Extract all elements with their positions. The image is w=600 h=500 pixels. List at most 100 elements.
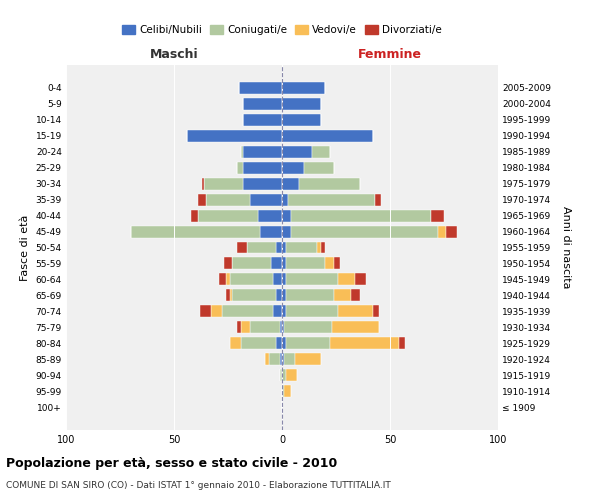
Bar (280, 322, 282, 334)
Bar (269, 354, 280, 366)
Bar (230, 338, 241, 349)
Bar (351, 290, 360, 302)
Bar (236, 162, 243, 173)
Bar (260, 226, 282, 237)
Bar (280, 354, 282, 366)
Bar (332, 322, 379, 334)
Bar (312, 146, 329, 158)
Bar (274, 274, 282, 285)
Bar (204, 178, 243, 190)
Bar (282, 162, 304, 173)
Bar (250, 322, 280, 334)
Bar (221, 306, 274, 318)
Bar (286, 290, 334, 302)
Bar (202, 178, 204, 190)
Bar (224, 258, 232, 270)
Bar (304, 162, 334, 173)
Bar (243, 98, 282, 110)
Bar (290, 226, 437, 237)
Bar (398, 338, 405, 349)
Y-axis label: Fasce di età: Fasce di età (20, 214, 30, 280)
Text: Femmine: Femmine (358, 48, 422, 62)
Bar (282, 114, 321, 126)
Bar (284, 322, 332, 334)
Bar (325, 258, 334, 270)
Bar (243, 114, 282, 126)
Bar (321, 242, 325, 254)
Bar (334, 258, 340, 270)
Bar (282, 338, 286, 349)
Bar (282, 258, 286, 270)
Bar (282, 386, 284, 398)
Bar (446, 226, 457, 237)
Bar (236, 322, 241, 334)
Bar (275, 338, 282, 349)
Legend: Celibi/Nubili, Coniugati/e, Vedovi/e, Divorziati/e: Celibi/Nubili, Coniugati/e, Vedovi/e, Di… (121, 23, 443, 37)
Bar (290, 210, 431, 222)
Text: Popolazione per età, sesso e stato civile - 2010: Popolazione per età, sesso e stato civil… (6, 458, 337, 470)
Bar (355, 274, 366, 285)
Bar (131, 226, 260, 237)
Bar (271, 258, 282, 270)
Bar (286, 338, 329, 349)
Bar (275, 242, 282, 254)
Bar (274, 306, 282, 318)
Bar (258, 210, 282, 222)
Text: Maschi: Maschi (149, 48, 199, 62)
Bar (338, 306, 373, 318)
Bar (247, 242, 275, 254)
Bar (226, 290, 230, 302)
Bar (431, 210, 444, 222)
Bar (226, 274, 230, 285)
Bar (220, 274, 226, 285)
Bar (282, 82, 325, 94)
Bar (187, 130, 282, 141)
Bar (282, 178, 299, 190)
Bar (239, 82, 282, 94)
Bar (282, 290, 286, 302)
Y-axis label: Anni di nascita: Anni di nascita (561, 206, 571, 289)
Bar (232, 258, 271, 270)
Bar (437, 226, 446, 237)
Bar (241, 338, 275, 349)
Bar (317, 242, 321, 254)
Bar (230, 274, 274, 285)
Bar (282, 306, 286, 318)
Bar (250, 194, 282, 205)
Bar (282, 98, 321, 110)
Bar (243, 178, 282, 190)
Bar (282, 242, 286, 254)
Bar (286, 370, 297, 382)
Bar (284, 354, 295, 366)
Bar (373, 306, 379, 318)
Bar (284, 386, 290, 398)
Bar (295, 354, 321, 366)
Bar (334, 290, 351, 302)
Bar (282, 354, 284, 366)
Bar (375, 194, 382, 205)
Bar (286, 274, 338, 285)
Bar (282, 194, 289, 205)
Bar (198, 194, 206, 205)
Text: COMUNE DI SAN SIRO (CO) - Dati ISTAT 1° gennaio 2010 - Elaborazione TUTTITALIA.I: COMUNE DI SAN SIRO (CO) - Dati ISTAT 1° … (6, 481, 391, 490)
Bar (282, 370, 286, 382)
Bar (206, 194, 250, 205)
Bar (191, 210, 198, 222)
Bar (243, 146, 282, 158)
Bar (286, 258, 325, 270)
Bar (243, 162, 282, 173)
Bar (241, 146, 243, 158)
Bar (282, 274, 286, 285)
Bar (232, 290, 275, 302)
Bar (265, 354, 269, 366)
Bar (299, 178, 360, 190)
Bar (282, 210, 290, 222)
Bar (211, 306, 221, 318)
Bar (286, 242, 317, 254)
Bar (198, 210, 258, 222)
Bar (230, 290, 232, 302)
Bar (282, 322, 284, 334)
Bar (282, 130, 373, 141)
Bar (289, 194, 375, 205)
Bar (338, 274, 355, 285)
